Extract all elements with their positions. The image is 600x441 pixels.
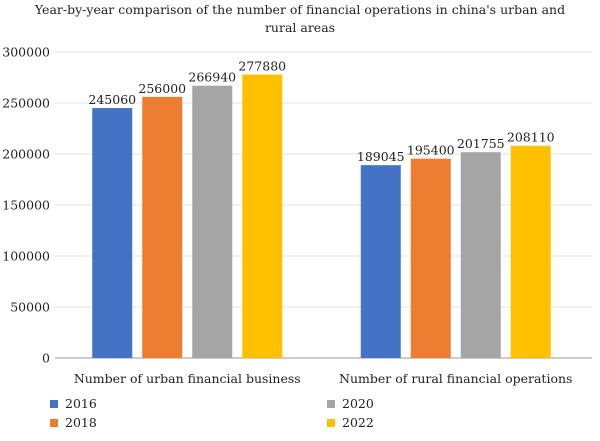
y-axis-ticks: 0 50000 100000 150000 200000 250000 300000 xyxy=(2,45,50,366)
data-label: 208110 xyxy=(507,130,555,145)
y-tick-label: 100000 xyxy=(2,249,50,264)
legend-swatch xyxy=(50,419,58,427)
legend-swatch xyxy=(50,400,58,408)
legend-label: 2016 xyxy=(65,396,97,411)
bar-2018 xyxy=(142,96,183,358)
y-tick-label: 50000 xyxy=(10,300,50,315)
y-tick-label: 0 xyxy=(42,351,50,366)
bar-2016 xyxy=(360,165,401,358)
bar-2022 xyxy=(510,145,551,358)
x-axis-categories: Number of urban financial business Number… xyxy=(74,371,573,386)
legend-item-2022: 2022 xyxy=(327,415,374,430)
y-tick-label: 200000 xyxy=(2,147,50,162)
legend-label: 2018 xyxy=(65,415,97,430)
legend-item-2016: 2016 xyxy=(50,396,97,411)
data-label: 277880 xyxy=(238,59,286,74)
chart-title: Year-by-year comparison of the number of… xyxy=(34,2,565,35)
y-tick-label: 300000 xyxy=(2,45,50,60)
legend-label: 2022 xyxy=(342,415,374,430)
chart-title-line: rural areas xyxy=(265,20,335,35)
data-label: 245060 xyxy=(88,92,136,107)
data-label: 266940 xyxy=(188,70,236,85)
data-label: 195400 xyxy=(407,143,455,158)
legend-swatch xyxy=(327,419,335,427)
bar-2020 xyxy=(460,152,501,358)
bar-2022 xyxy=(242,74,283,358)
bars xyxy=(92,74,551,359)
y-tick-label: 150000 xyxy=(2,198,50,213)
legend-item-2020: 2020 xyxy=(327,396,374,411)
y-tick-label: 250000 xyxy=(2,96,50,111)
legend-label: 2020 xyxy=(342,396,374,411)
bar-2020 xyxy=(192,85,233,359)
bar-2018 xyxy=(410,158,451,358)
chart-title-line: Year-by-year comparison of the number of… xyxy=(34,2,565,17)
legend-swatch xyxy=(327,400,335,408)
x-category-label: Number of urban financial business xyxy=(74,371,301,386)
legend: 2016 2018 2020 2022 xyxy=(50,396,374,430)
bar-2016 xyxy=(92,108,133,358)
data-label: 201755 xyxy=(457,136,505,151)
x-category-label: Number of rural financial operations xyxy=(339,371,572,386)
data-label: 256000 xyxy=(138,81,186,96)
legend-item-2018: 2018 xyxy=(50,415,97,430)
data-label: 189045 xyxy=(357,149,405,164)
